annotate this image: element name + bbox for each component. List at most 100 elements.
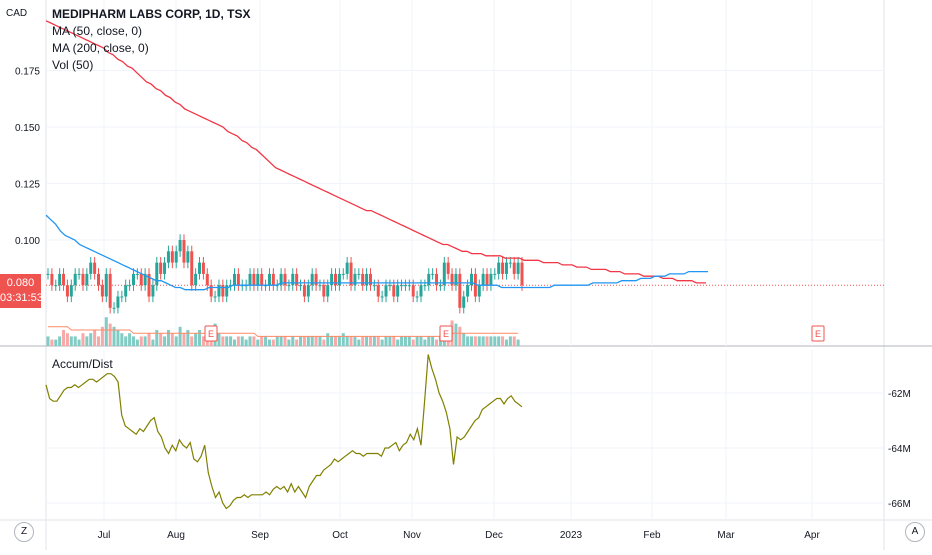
candle-body [334,273,338,286]
volume-bar [469,336,473,346]
candle-body [232,273,236,286]
volume-bar [131,336,135,346]
legend-ma200[interactable]: MA (200, close, 0) [52,41,149,55]
earnings-marker [439,325,453,342]
volume-bar [225,336,229,346]
time-tick-label: Oct [332,530,348,541]
candle-body [473,273,477,297]
price-tick-label: 0.150 [15,123,40,134]
time-tick-label: Feb [643,530,661,541]
candle-body [442,262,446,286]
candle-body [46,273,50,275]
candle-body [81,273,85,286]
candle-body [93,262,97,274]
last-price-tag: 0.080 03:31:53 [0,274,43,308]
volume-bar [194,333,198,346]
candle-body [50,273,54,286]
volume-bar [77,339,81,346]
zoom-button[interactable]: Z [14,522,34,542]
ma50-line [45,214,708,291]
main-legend: MEDIPHARM LABS CORP, 1D, TSX MA (50, clo… [52,6,250,74]
candle-body [143,273,147,286]
price-tick-label: 0.175 [15,67,40,78]
candle-body [504,262,508,274]
volume-bar [190,336,194,346]
volume-bar [198,330,202,346]
candle-body [368,273,372,286]
last-price: 0.080 [6,277,35,289]
currency-label: CAD [6,8,28,19]
candle-body [361,273,365,286]
volume-bar [73,336,77,346]
volume-bar [396,339,400,346]
volume-bar [182,333,186,346]
candle-body [135,273,139,275]
candle-body [306,285,310,297]
symbol-title[interactable]: MEDIPHARM LABS CORP, 1D, TSX [52,7,251,21]
candle-body [147,273,151,297]
time-tick-label: 2023 [560,530,583,541]
volume-bar [489,336,493,346]
candle-body [341,273,345,275]
volume-bar [97,336,101,346]
legend-vol[interactable]: Vol (50) [52,58,94,72]
time-tick-label: Jul [98,530,111,541]
legend-ma50[interactable]: MA (50, close, 0) [52,24,143,38]
candle-body [279,273,283,286]
volume-bar [217,333,221,346]
volume-bar [264,336,268,346]
auto-scale-button[interactable]: A [905,522,925,542]
volume-bar [54,339,58,346]
candle-body [112,307,116,309]
volume-bar [221,336,225,346]
bar-countdown: 03:31:53 [0,292,43,304]
candle-body [97,273,101,286]
earnings-marker-label: E [815,329,821,339]
time-tick-label: Dec [485,530,503,541]
volume-bar [341,333,345,346]
volume-bar [326,333,330,346]
volume-bar [431,336,435,346]
volume-bar [85,336,89,346]
candle-body [380,296,384,298]
volume-bar [271,339,275,346]
volume-bar [170,333,174,346]
candle-body [419,285,423,297]
volume-bar [89,333,93,346]
candle-body [283,273,287,286]
ad-tick-label: -62M [888,389,911,400]
accum-dist-layer [45,354,523,510]
candle-body [205,273,209,286]
candle-body [302,285,306,297]
candle-body [190,251,194,286]
candle-body [497,262,501,274]
candle-body [287,285,291,287]
moving-average-layer [45,20,708,291]
volume-bar [291,336,295,346]
volume-bar [365,336,369,346]
ad-tick-label: -64M [888,444,911,455]
candle-body [345,262,349,274]
volume-bar [201,336,205,346]
volume-bar [330,336,334,346]
volume-bar [306,336,310,346]
volume-bar [139,336,143,346]
candle-body [520,262,524,286]
candle-body [271,273,275,286]
volume-bar [435,339,439,346]
candle-body [291,273,295,286]
time-tick-label: Mar [717,530,735,541]
candle-body [73,273,77,286]
volume-bar [120,333,124,346]
candle-body [353,273,357,286]
volume-bar [380,339,384,346]
candle-body [194,273,198,286]
candle-body [104,273,108,297]
accum-dist-line [45,354,523,510]
volume-bar [248,336,252,346]
accum-dist-legend[interactable]: Accum/Dist [52,357,113,371]
price-tick-label: 0.100 [15,236,40,247]
volume-bar [178,326,182,346]
volume-bar [345,336,349,346]
